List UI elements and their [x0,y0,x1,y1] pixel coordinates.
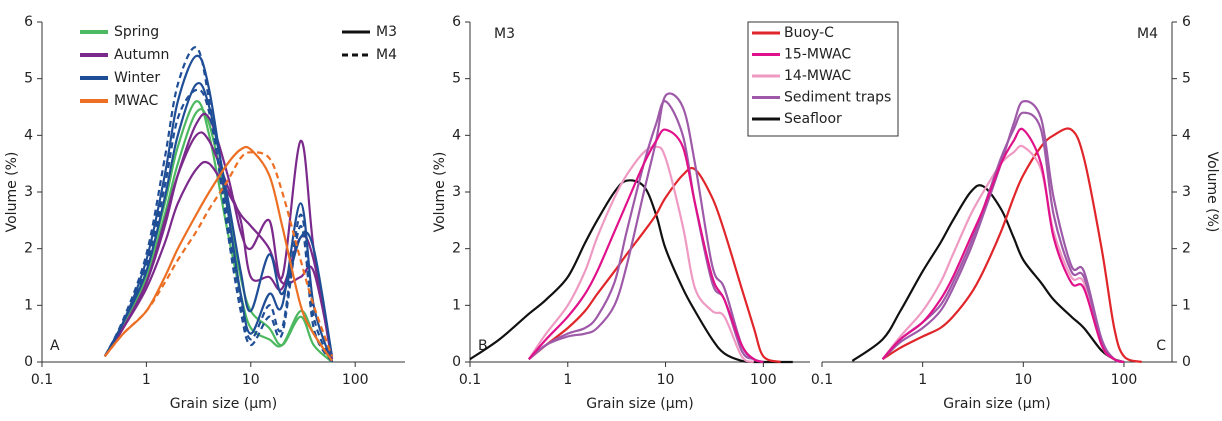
legend-box [747,21,899,137]
series-line [881,144,1125,364]
y-tick-label: 4 [24,127,33,143]
x-tick-label: 0.1 [31,372,53,388]
legend-label: Buoy-C [784,25,834,41]
x-tick-label: 10 [657,372,675,388]
panel-annotation: M4 [1137,26,1158,42]
y-tick-label: 0 [1182,354,1191,370]
legend-label: Autumn [114,47,169,63]
legend-label: M3 [376,24,397,40]
x-tick-label: 1 [142,372,151,388]
y-tick-label: 3 [1182,184,1191,200]
y-tick-label: 2 [24,241,33,257]
series-line [881,100,1125,364]
series-line [103,160,334,357]
y-tick-label: 2 [1182,241,1191,257]
x-tick-label: 100 [1111,372,1138,388]
x-axis-label: Grain size (µm) [586,396,693,412]
series-line [527,145,755,364]
series-line [103,88,334,363]
x-tick-label: 0.1 [811,372,833,388]
legend-label: MWAC [114,93,158,109]
y-tick-label: 3 [452,184,461,200]
y-tick-label: 1 [24,297,33,313]
x-tick-label: 100 [342,372,369,388]
y-axis-label: Volume (%) [1204,152,1220,233]
y-tick-label: 3 [24,184,33,200]
x-axis-label: Grain size (µm) [943,396,1050,412]
panel-label: A [50,338,60,354]
legend-label: Sediment traps [784,90,891,106]
y-tick-label: 5 [1182,71,1191,87]
y-tick-label: 2 [452,241,461,257]
y-tick-label: 0 [24,354,33,370]
y-tick-label: 1 [1182,297,1191,313]
y-tick-label: 6 [24,14,33,30]
legend-label: 15-MWAC [784,47,851,63]
legend-label: 14-MWAC [784,68,851,84]
y-tick-label: 4 [452,127,461,143]
legend-label: Spring [114,24,159,40]
panel-label: C [1156,338,1166,354]
series-line [469,179,793,364]
series-line [103,46,333,363]
panel-label: B [478,338,488,354]
legend-label: Seafloor [784,111,842,127]
series-line [851,184,1125,364]
y-tick-label: 5 [24,71,33,87]
y-tick-label: 5 [452,71,461,87]
series-line [881,127,1125,364]
y-tick-label: 1 [452,297,461,313]
y-tick-label: 0 [452,354,461,370]
x-tick-label: 0.1 [459,372,481,388]
x-tick-label: 100 [750,372,777,388]
legend-label: M4 [376,47,397,63]
x-tick-label: 1 [563,372,572,388]
series-line [882,127,1143,364]
series-line [528,166,781,364]
x-axis-label: Grain size (µm) [170,396,277,412]
x-tick-label: 10 [1014,372,1032,388]
series-line [103,54,334,363]
x-tick-label: 10 [242,372,260,388]
series-line [103,151,334,358]
y-tick-label: 4 [1182,127,1191,143]
series-line [528,128,764,364]
series-line [103,82,334,357]
y-axis-label: Volume (%) [432,152,448,233]
panel-annotation: M3 [494,26,515,42]
y-tick-label: 6 [1182,14,1191,30]
x-tick-label: 1 [918,372,927,388]
y-axis-label: Volume (%) [4,152,20,233]
legend-label: Winter [114,70,160,86]
y-tick-label: 6 [452,14,461,30]
